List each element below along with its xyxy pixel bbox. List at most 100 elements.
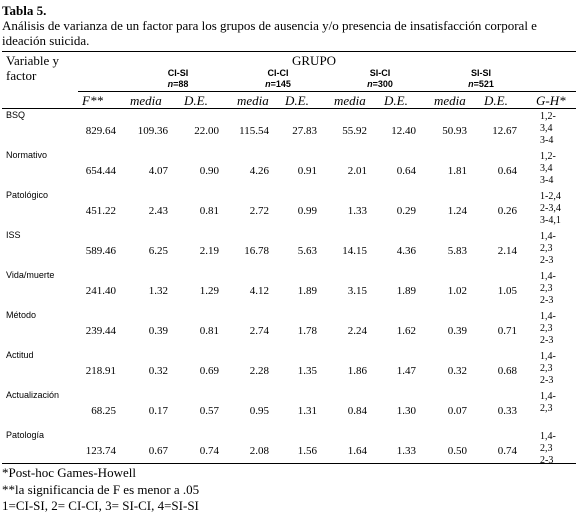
table-cell: 4.12 <box>249 285 269 297</box>
row-label: Vida/muerte <box>6 270 55 280</box>
games-howell-line: 1,4- <box>540 351 556 362</box>
table-cell: 16.78 <box>244 245 269 257</box>
table-cell: 0.91 <box>297 165 317 177</box>
variable-header: Variable y factor <box>6 53 86 83</box>
table-cell: 1.33 <box>347 205 367 217</box>
table-cell: 0.81 <box>199 205 219 217</box>
row-label: Método <box>6 310 37 320</box>
table-cell: 2.24 <box>347 325 367 337</box>
table-cell: 1.62 <box>396 325 416 337</box>
games-howell-cell: 1,4- 2,3 2-3 <box>540 311 576 347</box>
footnote-2: **la significancia de F es menor a .05 <box>2 482 200 497</box>
group-header-ci-ci: CI-CI n=145 <box>250 68 306 90</box>
table-cell: 55.92 <box>342 125 367 137</box>
col-f: F** <box>82 93 103 108</box>
group-name: SI-CI <box>369 68 391 78</box>
table-cell: 654.44 <box>85 165 116 177</box>
col-media-4: media <box>434 93 466 108</box>
group-n-label: n <box>468 79 474 89</box>
table-cell: 0.74 <box>497 445 517 457</box>
row-label: Actitud <box>6 350 34 360</box>
games-howell-line: 3-4 <box>540 175 554 186</box>
group-name: SI-SI <box>470 68 491 78</box>
games-howell-cell: 1,4- 2,3 <box>540 391 576 415</box>
table-cell: 589.46 <box>85 245 116 257</box>
row-label: Patológico <box>6 190 49 200</box>
col-de-4: D.E. <box>484 93 508 108</box>
table-cell: 1.31 <box>297 405 317 417</box>
games-howell-cell: 1,4- 2,3 2-3 <box>540 351 576 387</box>
table-cell: 2.28 <box>249 365 269 377</box>
col-de-2: D.E. <box>285 93 309 108</box>
grupo-header: GRUPO <box>292 53 337 68</box>
games-howell-line: 2,3 <box>540 403 553 414</box>
col-media-3: media <box>334 93 366 108</box>
col-media-2: media <box>237 93 269 108</box>
games-howell-line: 2,3 <box>540 363 553 374</box>
group-name: CI-CI <box>267 68 289 78</box>
games-howell-line: 1-2,4 <box>540 191 561 202</box>
table-cell: 0.33 <box>497 405 517 417</box>
table-cell: 1.33 <box>396 445 416 457</box>
group-n: n=88 <box>150 79 206 90</box>
table-cell: 4.07 <box>148 165 168 177</box>
table-cell: 1.89 <box>396 285 416 297</box>
top-rule <box>2 51 576 52</box>
table-cell: 1.89 <box>297 285 317 297</box>
games-howell-line: 1,4- <box>540 271 556 282</box>
subheader-top-rule <box>78 91 576 92</box>
group-n-label: n <box>367 79 373 89</box>
row-label: BSQ <box>6 110 26 120</box>
table-cell: 0.99 <box>297 205 317 217</box>
games-howell-line: 1,4- <box>540 391 556 402</box>
table-cell: 2.08 <box>249 445 269 457</box>
table-cell: 829.64 <box>85 125 116 137</box>
table-cell: 1.78 <box>297 325 317 337</box>
games-howell-line: 1,2- <box>540 111 556 122</box>
table-cell: 1.56 <box>297 445 317 457</box>
table-cell: 1.24 <box>447 205 467 217</box>
group-header-si-si: SI-SI n=521 <box>453 68 509 90</box>
table-cell: 0.90 <box>199 165 219 177</box>
table-cell: 0.69 <box>199 365 219 377</box>
header-bottom-rule <box>2 108 576 109</box>
table-cell: 123.74 <box>85 445 116 457</box>
games-howell-cell: 1-2,4 2-3,4 3-4,1 <box>540 191 576 227</box>
variable-header-line1: Variable y <box>6 53 60 68</box>
group-n: n=145 <box>250 79 306 90</box>
games-howell-line: 2,3 <box>540 443 553 454</box>
table-cell: 3.15 <box>347 285 367 297</box>
table-cell: 12.67 <box>492 125 517 137</box>
games-howell-line: 2-3 <box>540 295 554 306</box>
table-cell: 0.67 <box>148 445 168 457</box>
games-howell-line: 2,3 <box>540 323 553 334</box>
table-cell: 5.63 <box>297 245 317 257</box>
table-cell: 0.32 <box>148 365 168 377</box>
table-cell: 0.50 <box>447 445 467 457</box>
table-cell: 0.81 <box>199 325 219 337</box>
games-howell-line: 2-3 <box>540 255 554 266</box>
table-cell: 2.19 <box>199 245 219 257</box>
table-cell: 0.71 <box>497 325 517 337</box>
games-howell-line: 3,4 <box>540 163 553 174</box>
table-cell: 68.25 <box>91 405 116 417</box>
games-howell-line: 1,2- <box>540 151 556 162</box>
row-label: Actualización <box>6 390 60 400</box>
table-cell: 0.95 <box>249 405 269 417</box>
table-cell: 2.72 <box>249 205 269 217</box>
group-n: n=300 <box>352 79 408 90</box>
games-howell-line: 2-3,4 <box>540 203 561 214</box>
games-howell-line: 1,4- <box>540 431 556 442</box>
games-howell-line: 3,4 <box>540 123 553 134</box>
col-de-3: D.E. <box>384 93 408 108</box>
table-cell: 4.36 <box>396 245 416 257</box>
table-cell: 0.64 <box>497 165 517 177</box>
table-cell: 1.81 <box>447 165 467 177</box>
table-cell: 0.07 <box>447 405 467 417</box>
row-label: Patología <box>6 430 45 440</box>
group-n-value: =88 <box>173 79 189 89</box>
row-label: ISS <box>6 230 21 240</box>
group-header-ci-si: CI-SI n=88 <box>150 68 206 90</box>
table-caption: Análisis de varianza de un factor para l… <box>2 18 537 48</box>
table-cell: 0.39 <box>447 325 467 337</box>
